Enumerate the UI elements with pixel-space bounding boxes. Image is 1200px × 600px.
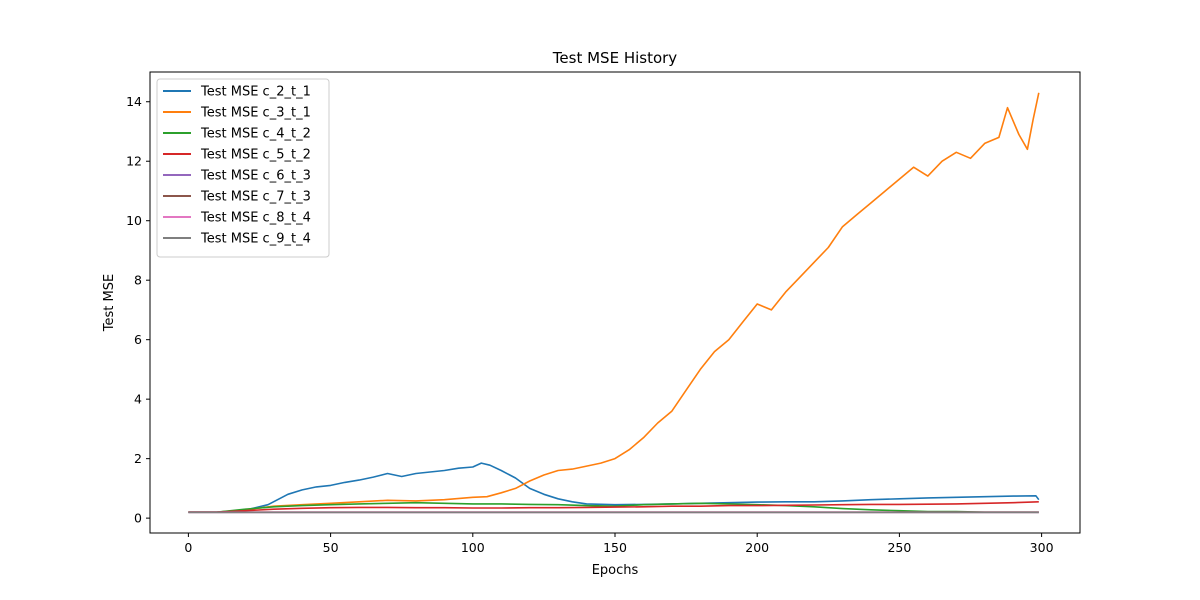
x-tick-label: 0	[184, 540, 192, 555]
y-ticks: 0 2 4 6 8 10 12 14	[126, 94, 150, 526]
y-axis-label: Test MSE	[102, 274, 117, 332]
x-tick-label: 300	[1030, 540, 1054, 555]
y-tick-label: 14	[126, 94, 142, 109]
y-tick-label: 6	[134, 332, 142, 347]
legend-box	[156, 78, 330, 258]
legend-entry-label: Test MSE c_2_t_1	[200, 85, 311, 100]
y-tick-label: 8	[134, 273, 142, 288]
legend-entry-label: Test MSE c_3_t_1	[200, 106, 311, 121]
x-tick-label: 50	[323, 540, 339, 555]
legend-entry-label: Test MSE c_4_t_2	[200, 127, 311, 142]
y-tick-label: 10	[126, 213, 142, 228]
x-tick-label: 150	[603, 540, 627, 555]
legend-entry-label: Test MSE c_8_t_4	[200, 211, 311, 226]
x-axis-label: Epochs	[592, 563, 639, 578]
series-line-2	[188, 92, 1040, 514]
y-tick-label: 2	[134, 451, 142, 466]
legend-entry-label: Test MSE c_7_t_3	[200, 190, 311, 205]
y-tick-label: 0	[134, 511, 142, 526]
legend-entry-label: Test MSE c_5_t_2	[200, 148, 311, 163]
x-tick-label: 250	[887, 540, 911, 555]
x-tick-label: 200	[745, 540, 769, 555]
x-ticks: 0 50 100 150 200 250 300	[184, 533, 1054, 555]
plot-lines	[188, 92, 1040, 514]
legend-entry-label: Test MSE c_6_t_3	[200, 169, 311, 184]
series-line-1	[188, 462, 1040, 514]
y-tick-label: 4	[134, 392, 142, 407]
chart-title: Test MSE History	[552, 49, 678, 67]
legend: Test MSE c_2_t_1 Test MSE c_3_t_1 Test MSE…	[156, 78, 330, 258]
y-tick-label: 12	[126, 154, 142, 169]
plot-frame	[149, 71, 1081, 534]
legend-entry-label: Test MSE c_9_t_4	[200, 232, 311, 247]
x-tick-label: 100	[461, 540, 485, 555]
series-line-3	[188, 501, 1039, 514]
series-line-4	[188, 501, 1039, 514]
